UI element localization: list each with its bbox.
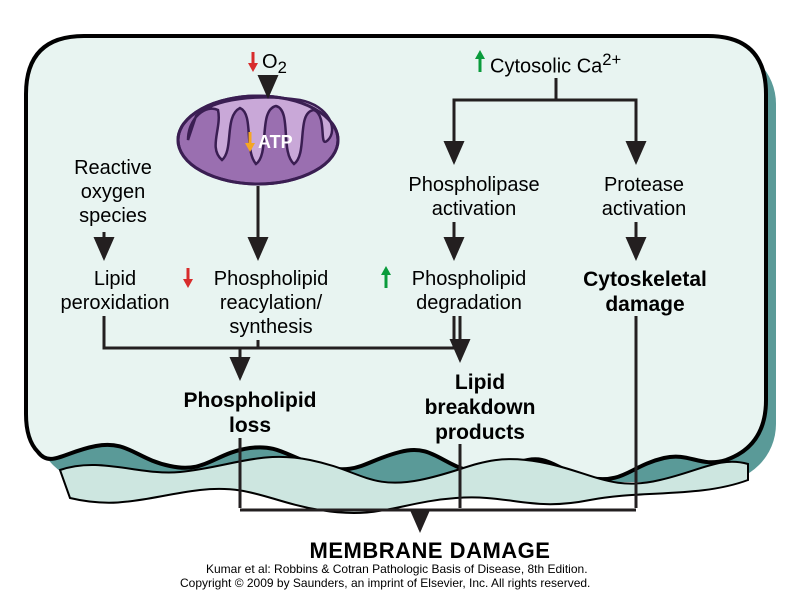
cell-body (26, 36, 766, 479)
label-cytoskeletal-damage: Cytoskeletal damage (570, 267, 720, 317)
label-o2: O2 (262, 50, 287, 78)
label-lipid-breakdown: Lipid breakdown products (410, 370, 550, 446)
label-membrane-damage: MEMBRANE DAMAGE (285, 538, 575, 564)
credit-line-1: Kumar et al: Robbins & Cotran Pathologic… (206, 562, 706, 576)
label-phospholipase-act: Phospholipase activation (394, 173, 554, 221)
label-protease-act: Protease activation (584, 173, 704, 221)
label-phos-degrad: Phospholipid degradation (394, 267, 544, 315)
label-ca: Cytosolic Ca2+ (490, 50, 621, 79)
label-phospholipid-loss: Phospholipid loss (170, 388, 330, 438)
label-lipid-perox: Lipid peroxidation (50, 267, 180, 315)
label-atp: ATP (258, 132, 293, 154)
credit-line-2: Copyright © 2009 by Saunders, an imprint… (180, 576, 720, 590)
label-ros: Reactive oxygen species (58, 156, 168, 228)
label-phos-reacyl: Phospholipid reacylation/ synthesis (196, 267, 346, 339)
